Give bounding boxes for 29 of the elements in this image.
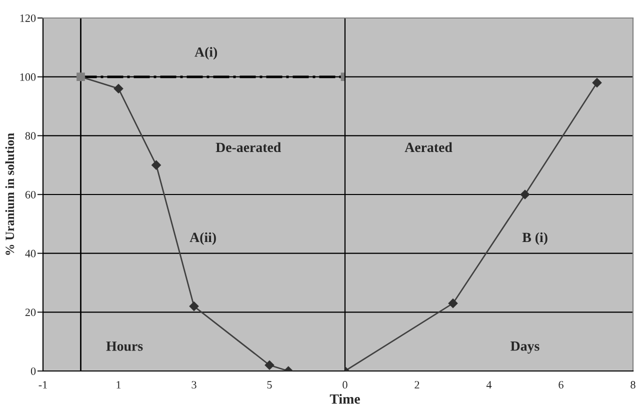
point: [264, 360, 274, 370]
x-tick-label: 1: [116, 381, 121, 388]
y-tick-label: 80: [25, 132, 36, 140]
x-axis-title: Time: [330, 394, 360, 404]
point: [152, 160, 161, 170]
annotation: Hours: [106, 342, 143, 351]
annotation: Days: [510, 342, 540, 354]
x-tick-label: 2: [414, 381, 420, 388]
y-tick-label: 100: [20, 73, 36, 81]
x-tick-label: 6: [558, 381, 564, 389]
x-tick-label: 0: [342, 381, 348, 389]
y-tick-label: 0: [30, 367, 36, 375]
x-tick-label: 3: [192, 381, 196, 389]
x-tick-label: -1: [38, 381, 47, 388]
annotation: A(i): [194, 47, 218, 60]
x-tick-label: 4: [486, 381, 492, 388]
x-tick-label: 8: [630, 381, 636, 389]
y-tick-label: 120: [20, 14, 36, 22]
point: [189, 302, 199, 311]
annotation: A(ii): [190, 232, 216, 245]
y-axis-title: % Uranium in solution: [5, 133, 14, 255]
annotation: Aerated: [404, 142, 452, 152]
y-tick-label: 20: [25, 308, 36, 316]
y-tick-label: 40: [25, 250, 36, 258]
x-tick-label: 5: [267, 381, 272, 389]
annotation: B (i): [522, 232, 548, 245]
point: [114, 84, 124, 94]
annotation: De-aerated: [216, 142, 281, 152]
y-tick-label: 60: [25, 190, 36, 198]
